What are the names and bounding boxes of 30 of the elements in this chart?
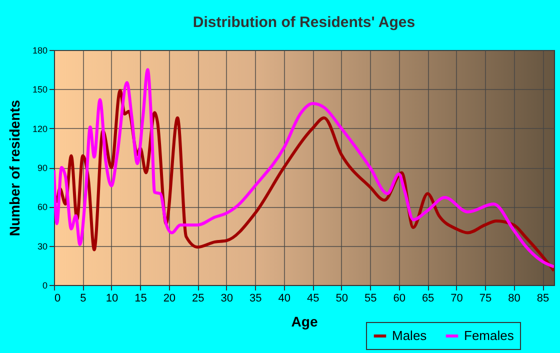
- x-tick-label: 35: [250, 292, 262, 304]
- x-tick-label: 70: [450, 292, 463, 304]
- y-tick-label: 120: [32, 124, 48, 134]
- x-tick-label: 80: [508, 292, 520, 304]
- x-tick-label: 0: [54, 292, 61, 304]
- y-tick-label: 30: [37, 241, 48, 252]
- x-tick-label: 25: [192, 292, 204, 304]
- x-tick-label: 30: [220, 292, 234, 304]
- x-tick-label: 85: [536, 292, 550, 304]
- y-tick-label: 90: [37, 163, 48, 173]
- x-axis-title: Age: [291, 314, 318, 330]
- x-tick-label: 15: [134, 292, 147, 304]
- legend-label: Females: [464, 328, 514, 343]
- y-axis-title: Number of residents: [6, 100, 22, 236]
- x-tick-label: 60: [393, 292, 406, 304]
- chart-title: Distribution of Residents' Ages: [192, 14, 416, 31]
- x-tick-label: 45: [306, 292, 320, 304]
- x-tick-label: 10: [106, 292, 118, 304]
- x-tick-label: 5: [80, 292, 86, 304]
- y-tick-label: 180: [32, 46, 48, 56]
- x-tick-label: 55: [364, 292, 377, 304]
- x-tick-label: 50: [336, 292, 348, 304]
- y-tick-label: 150: [32, 84, 48, 95]
- legend-label: Males: [392, 328, 428, 343]
- y-tick-label: 60: [37, 202, 48, 212]
- x-tick-label: 65: [422, 292, 434, 304]
- x-tick-label: 75: [479, 292, 492, 304]
- x-tick-label: 40: [278, 292, 291, 304]
- x-tick-label: 20: [163, 292, 176, 304]
- y-tick-label: 0: [42, 280, 48, 290]
